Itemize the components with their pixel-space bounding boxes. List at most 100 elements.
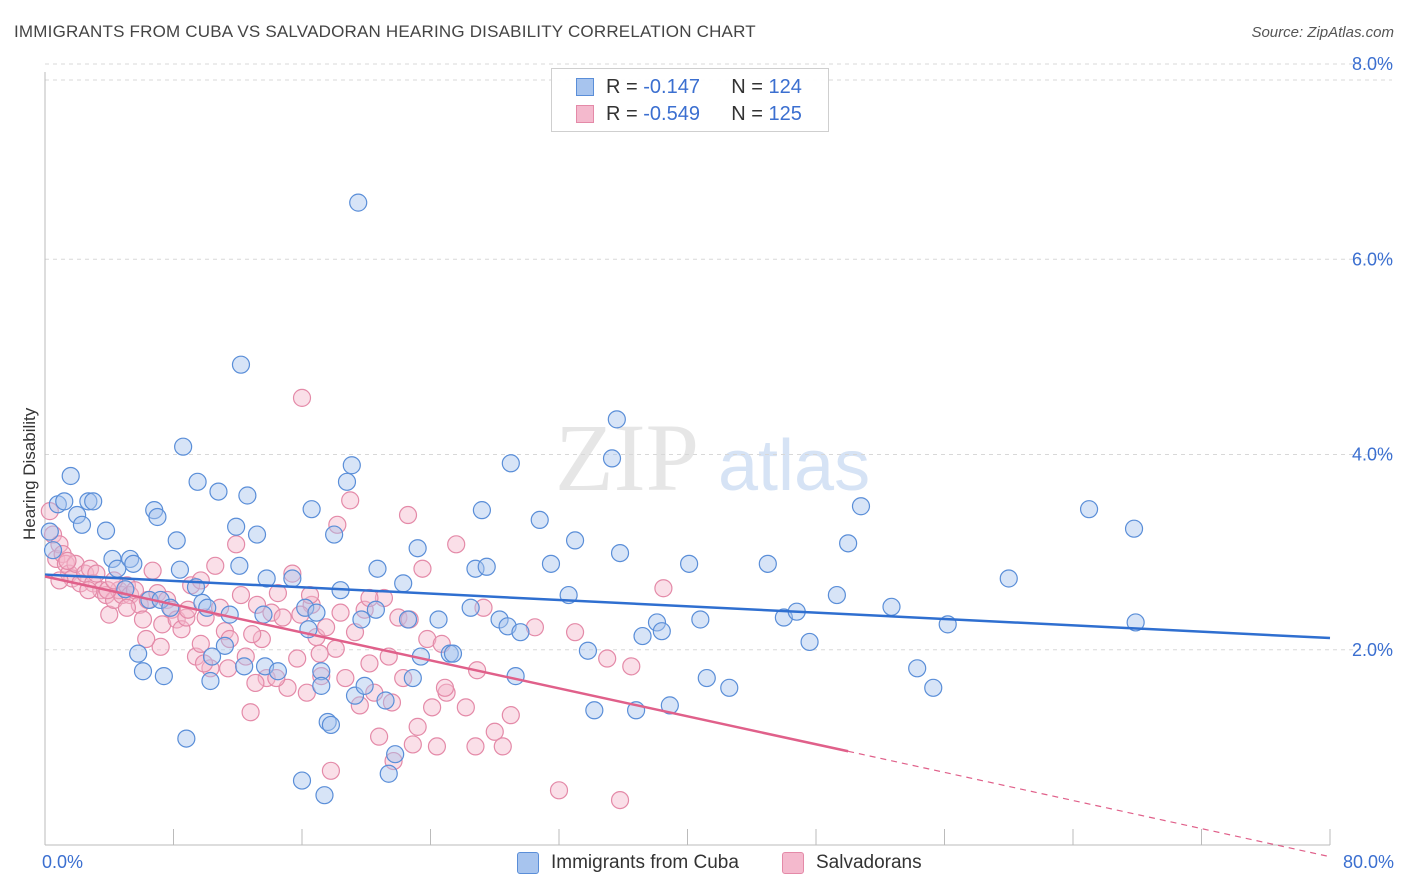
- point-cuba: [366, 600, 385, 619]
- legend-n-value: 125: [768, 102, 802, 125]
- legend-swatch-cuba: [576, 78, 594, 96]
- point-salvadoran: [243, 625, 262, 644]
- y-tick-label: 4.0%: [1352, 445, 1393, 465]
- point-cuba: [398, 610, 418, 629]
- point-cuba: [174, 437, 193, 456]
- point-cuba: [839, 534, 858, 553]
- point-cuba: [578, 641, 598, 660]
- point-cuba: [924, 678, 943, 697]
- legend-swatch-cuba: [517, 852, 539, 874]
- legend-r-value: -0.147: [643, 75, 700, 98]
- point-cuba: [565, 531, 585, 550]
- point-salvadoran: [598, 649, 617, 668]
- point-cuba: [129, 644, 148, 663]
- point-salvadoran: [247, 595, 267, 614]
- point-cuba: [697, 668, 716, 688]
- point-cuba: [231, 355, 251, 374]
- point-salvadoran: [610, 790, 630, 810]
- point-salvadoran: [336, 668, 355, 688]
- point-cuba: [541, 554, 561, 573]
- legend-n-label: N =: [731, 102, 763, 125]
- point-salvadoran: [403, 735, 422, 754]
- point-salvadoran: [257, 668, 276, 688]
- point-salvadoran: [273, 608, 292, 627]
- point-cuba: [321, 715, 341, 735]
- point-cuba: [758, 554, 777, 573]
- point-cuba: [379, 764, 398, 783]
- point-salvadoran: [227, 535, 246, 554]
- y-tick-label: 6.0%: [1352, 249, 1393, 269]
- point-cuba: [268, 662, 288, 681]
- point-salvadoran: [331, 603, 350, 622]
- point-cuba: [292, 771, 312, 790]
- point-salvadoran: [87, 564, 106, 583]
- point-cuba: [315, 786, 334, 805]
- point-cuba: [376, 691, 395, 710]
- point-cuba: [103, 549, 122, 569]
- point-salvadoran: [466, 737, 485, 756]
- point-cuba: [72, 515, 92, 534]
- point-cuba: [342, 456, 361, 475]
- point-cuba: [79, 492, 98, 511]
- point-cuba: [647, 613, 667, 632]
- trend-line-salvadoran: [44, 575, 849, 753]
- legend-r-label: R =: [606, 75, 638, 98]
- point-salvadoran: [143, 561, 162, 580]
- point-salvadoran: [206, 556, 225, 575]
- point-cuba: [337, 472, 357, 491]
- point-cuba: [352, 610, 371, 629]
- point-salvadoran: [435, 678, 455, 697]
- point-cuba: [691, 610, 710, 629]
- point-salvadoran: [328, 515, 347, 534]
- point-salvadoran: [493, 737, 512, 756]
- point-cuba: [124, 554, 143, 573]
- point-salvadoran: [321, 761, 341, 780]
- point-salvadoran: [408, 717, 427, 736]
- point-cuba: [148, 507, 167, 527]
- point-salvadoran: [622, 657, 641, 676]
- point-salvadoran: [341, 491, 360, 510]
- point-salvadoran: [326, 639, 345, 658]
- point-cuba: [349, 193, 368, 212]
- point-cuba: [660, 696, 679, 715]
- point-cuba: [355, 676, 374, 695]
- point-cuba: [466, 559, 485, 578]
- point-salvadoran: [219, 659, 238, 678]
- legend-swatch-salvadoran: [576, 105, 594, 123]
- chart-title: IMMIGRANTS FROM CUBA VS SALVADORAN HEARI…: [14, 22, 756, 41]
- point-cuba: [1079, 500, 1099, 519]
- legend-label-salvadoran: Salvadorans: [816, 852, 922, 873]
- point-cuba: [188, 472, 207, 491]
- point-cuba: [443, 644, 463, 663]
- point-cuba: [602, 449, 622, 468]
- point-salvadoran: [246, 673, 265, 693]
- point-cuba: [1124, 519, 1144, 538]
- point-cuba: [800, 632, 819, 652]
- point-salvadoran: [418, 629, 437, 649]
- point-salvadoran: [252, 629, 271, 649]
- point-cuba: [296, 598, 315, 617]
- point-cuba: [55, 492, 74, 511]
- legend-r-label: R =: [606, 102, 638, 125]
- point-cuba: [506, 667, 525, 686]
- trend-line-cuba: [44, 573, 1331, 640]
- point-cuba: [170, 560, 190, 579]
- point-cuba: [312, 662, 331, 681]
- point-salvadoran: [153, 615, 172, 634]
- point-cuba: [257, 569, 276, 588]
- point-cuba: [585, 701, 604, 720]
- legend-item-salvadoran: Salvadorans: [782, 852, 922, 874]
- point-salvadoran: [360, 654, 379, 673]
- point-cuba: [312, 676, 331, 695]
- legend-row-cuba: R = -0.147 N = 124: [576, 74, 802, 100]
- series-legend: Immigrants from Cuba Salvadorans: [0, 850, 1406, 880]
- legend-r-value: -0.549: [643, 102, 700, 125]
- point-cuba: [680, 554, 699, 573]
- trend-line-salvadoran-extrapolated: [847, 750, 1331, 858]
- point-cuba: [720, 678, 739, 697]
- point-salvadoran: [456, 698, 475, 717]
- point-cuba: [121, 549, 140, 569]
- point-salvadoran: [210, 598, 230, 617]
- point-cuba: [652, 622, 671, 641]
